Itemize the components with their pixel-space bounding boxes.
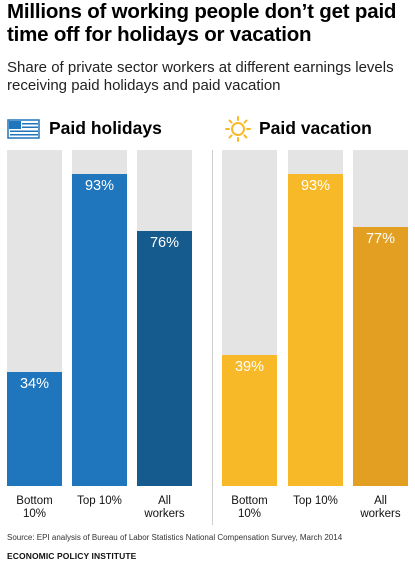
category-label: All workers [144, 495, 185, 520]
category-label: Bottom 10% [16, 495, 53, 520]
bar-value-label: 93% [300, 177, 331, 194]
bar-track: 34% [7, 150, 62, 486]
panel-divider [212, 150, 213, 525]
bar: 93% [288, 173, 343, 486]
bar-value-label: 77% [365, 231, 396, 248]
bar-track: 76% [137, 150, 192, 486]
category-label: Top 10% [293, 495, 338, 507]
flag-icon [7, 119, 40, 139]
chart-subtitle: Share of private sector workers at diffe… [7, 59, 394, 94]
sun-icon [225, 116, 251, 142]
panel-title-paid-holidays: Paid holidays [49, 118, 162, 138]
bar-value-label: 39% [234, 358, 265, 375]
bar-track: 93% [72, 150, 127, 486]
chart-title: Millions of working people don’t get pai… [7, 0, 397, 46]
bar: 34% [7, 371, 62, 486]
organization-name: ECONOMIC POLICY INSTITUTE [7, 551, 137, 561]
bar: 76% [137, 230, 192, 486]
source-note: Source: EPI analysis of Bureau of Labor … [7, 533, 343, 542]
bar-track: 93% [288, 150, 343, 486]
bar-value-label: 76% [149, 234, 180, 251]
bar-value-label: 34% [19, 375, 50, 392]
bar: 77% [353, 227, 408, 486]
category-label: All workers [360, 495, 401, 520]
bar: 93% [72, 173, 127, 486]
bar-track: 39% [222, 150, 277, 486]
bar-track: 77% [353, 150, 408, 486]
category-label: Top 10% [77, 495, 122, 507]
bar-value-label: 93% [84, 177, 115, 194]
category-label: Bottom 10% [231, 495, 268, 520]
bar: 39% [222, 354, 277, 486]
panel-title-paid-vacation: Paid vacation [259, 118, 372, 138]
